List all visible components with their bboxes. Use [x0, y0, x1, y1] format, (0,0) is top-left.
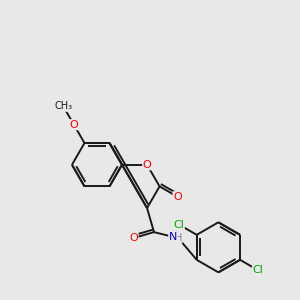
Text: H: H [175, 233, 182, 243]
Text: O: O [173, 192, 182, 202]
Text: O: O [143, 160, 152, 170]
Text: Cl: Cl [253, 265, 263, 275]
Text: N: N [169, 232, 177, 242]
Text: O: O [70, 120, 78, 130]
Text: O: O [129, 233, 138, 243]
Text: Cl: Cl [173, 220, 184, 230]
Text: CH₃: CH₃ [54, 101, 72, 111]
